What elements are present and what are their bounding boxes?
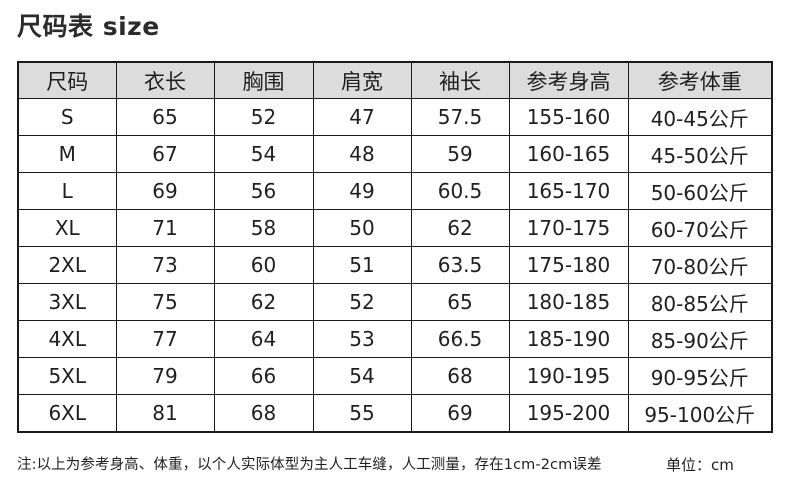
cell-shoulder: 48 — [312, 135, 412, 173]
cell-height: 190-195 — [508, 357, 629, 395]
cell-length: 69 — [115, 172, 215, 210]
cell-shoulder: 49 — [312, 172, 412, 210]
cell-shoulder: 50 — [312, 209, 412, 247]
cell-bust: 58 — [213, 209, 314, 247]
table-row: L 69 56 49 60.5 165-170 50-60公斤 — [17, 172, 773, 210]
cell-sleeve: 63.5 — [410, 246, 510, 284]
cell-shoulder: 53 — [312, 320, 412, 358]
cell-size: M — [17, 135, 117, 173]
cell-shoulder: 51 — [312, 246, 412, 284]
cell-bust: 64 — [213, 320, 314, 358]
cell-bust: 60 — [213, 246, 314, 284]
table-row: 4XL 77 64 53 66.5 185-190 85-90公斤 — [17, 320, 773, 358]
cell-sleeve: 57.5 — [410, 98, 510, 136]
cell-height: 170-175 — [508, 209, 629, 247]
cell-sleeve: 66.5 — [410, 320, 510, 358]
cell-sleeve: 62 — [410, 209, 510, 247]
cell-height: 160-165 — [508, 135, 629, 173]
cell-bust: 66 — [213, 357, 314, 395]
column-header-sleeve: 袖长 — [410, 61, 510, 99]
column-header-shoulder: 肩宽 — [312, 61, 412, 99]
cell-size: L — [17, 172, 117, 210]
cell-height: 180-185 — [508, 283, 629, 321]
cell-length: 73 — [115, 246, 215, 284]
cell-length: 81 — [115, 394, 215, 433]
table-row: 3XL 75 62 52 65 180-185 80-85公斤 — [17, 283, 773, 321]
size-chart-table: 尺码 衣长 胸围 肩宽 袖长 参考身高 参考体重 S 65 52 47 57.5… — [17, 61, 773, 433]
cell-bust: 56 — [213, 172, 314, 210]
cell-size: XL — [17, 209, 117, 247]
column-header-bust: 胸围 — [213, 61, 314, 99]
cell-sleeve: 59 — [410, 135, 510, 173]
cell-sleeve: 69 — [410, 394, 510, 433]
table-row: 6XL 81 68 55 69 195-200 95-100公斤 — [17, 394, 773, 433]
cell-height: 175-180 — [508, 246, 629, 284]
cell-height: 155-160 — [508, 98, 629, 136]
cell-shoulder: 54 — [312, 357, 412, 395]
cell-weight: 95-100公斤 — [627, 394, 773, 433]
size-chart-container: 尺码 衣长 胸围 肩宽 袖长 参考身高 参考体重 S 65 52 47 57.5… — [17, 61, 773, 433]
cell-weight: 50-60公斤 — [627, 172, 773, 210]
table-row: S 65 52 47 57.5 155-160 40-45公斤 — [17, 98, 773, 136]
cell-size: 4XL — [17, 320, 117, 358]
cell-length: 77 — [115, 320, 215, 358]
page-title: 尺码表 size — [17, 12, 160, 41]
cell-height: 165-170 — [508, 172, 629, 210]
table-row: M 67 54 48 59 160-165 45-50公斤 — [17, 135, 773, 173]
cell-size: S — [17, 98, 117, 136]
cell-height: 195-200 — [508, 394, 629, 433]
table-row: 5XL 79 66 54 68 190-195 90-95公斤 — [17, 357, 773, 395]
cell-sleeve: 60.5 — [410, 172, 510, 210]
column-header-weight: 参考体重 — [627, 61, 773, 99]
cell-weight: 90-95公斤 — [627, 357, 773, 395]
cell-size: 3XL — [17, 283, 117, 321]
cell-length: 79 — [115, 357, 215, 395]
cell-weight: 70-80公斤 — [627, 246, 773, 284]
table-header-row: 尺码 衣长 胸围 肩宽 袖长 参考身高 参考体重 — [17, 61, 773, 99]
cell-length: 71 — [115, 209, 215, 247]
cell-size: 5XL — [17, 357, 117, 395]
footer-unit-label: 单位：cm — [666, 456, 734, 474]
footer-note: 注:以上为参考身高、体重，以个人实际体型为主人工车缝，人工测量，存在1cm-2c… — [17, 457, 602, 473]
cell-size: 6XL — [17, 394, 117, 433]
column-header-size: 尺码 — [17, 61, 117, 99]
cell-weight: 85-90公斤 — [627, 320, 773, 358]
table-row: XL 71 58 50 62 170-175 60-70公斤 — [17, 209, 773, 247]
cell-length: 65 — [115, 98, 215, 136]
cell-bust: 68 — [213, 394, 314, 433]
cell-shoulder: 47 — [312, 98, 412, 136]
table-row: 2XL 73 60 51 63.5 175-180 70-80公斤 — [17, 246, 773, 284]
cell-weight: 40-45公斤 — [627, 98, 773, 136]
cell-bust: 52 — [213, 98, 314, 136]
cell-weight: 80-85公斤 — [627, 283, 773, 321]
cell-weight: 60-70公斤 — [627, 209, 773, 247]
cell-sleeve: 68 — [410, 357, 510, 395]
column-header-height: 参考身高 — [508, 61, 629, 99]
cell-shoulder: 52 — [312, 283, 412, 321]
cell-shoulder: 55 — [312, 394, 412, 433]
cell-bust: 62 — [213, 283, 314, 321]
cell-bust: 54 — [213, 135, 314, 173]
cell-weight: 45-50公斤 — [627, 135, 773, 173]
cell-length: 75 — [115, 283, 215, 321]
cell-sleeve: 65 — [410, 283, 510, 321]
column-header-length: 衣长 — [115, 61, 215, 99]
cell-size: 2XL — [17, 246, 117, 284]
cell-height: 185-190 — [508, 320, 629, 358]
cell-length: 67 — [115, 135, 215, 173]
